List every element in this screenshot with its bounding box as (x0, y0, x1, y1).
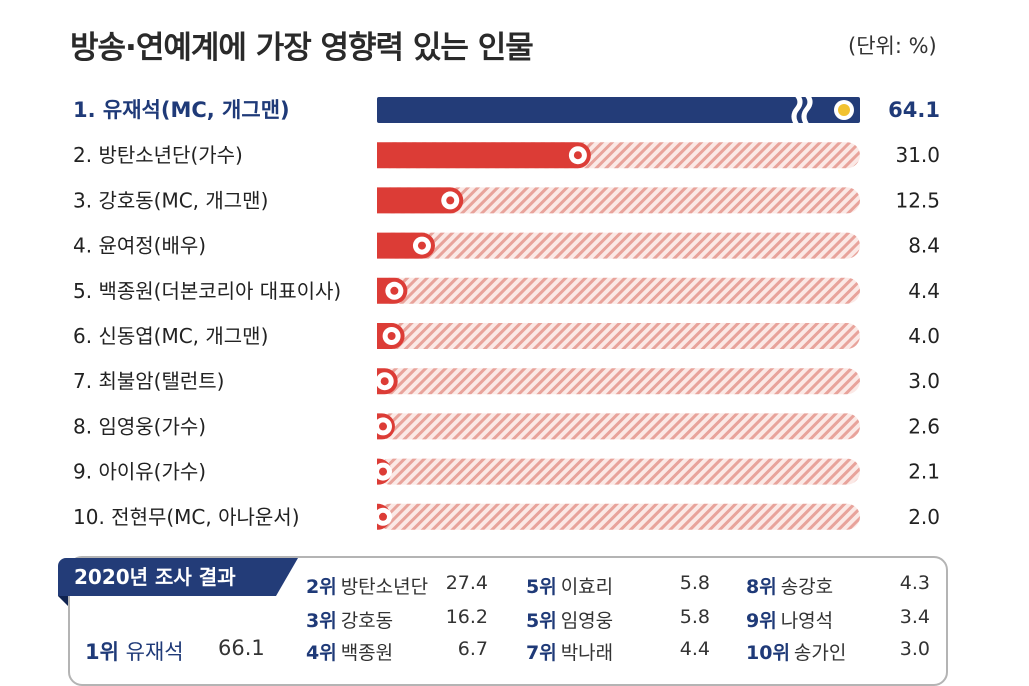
category-label: 6. 신동엽(MC, 개그맨) (73, 324, 268, 348)
survey-2020-value: 4.4 (679, 638, 710, 660)
survey-2020-rank: 5위 (526, 576, 557, 598)
survey-2020-value: 3.0 (899, 638, 930, 660)
survey-2020-name: 백종원 (340, 642, 394, 664)
survey-2020-title: 2020년 조사 결과 (58, 558, 276, 596)
title-tab-fold (58, 596, 68, 606)
value-label: 2.6 (908, 414, 940, 438)
value-label: 31.0 (895, 143, 940, 167)
category-label: 7. 최불암(탤런트) (73, 369, 224, 393)
bar-end-marker-dot (380, 377, 389, 386)
survey-2020-item-1: 1위 유재석 (85, 636, 184, 666)
chart-title: 방송·연예계에 가장 영향력 있는 인물 (70, 30, 534, 66)
survey-2020-item-3: 3위 강호동 (306, 606, 393, 633)
survey-2020-rank: 1위 (85, 640, 119, 664)
survey-2020-item-7: 7위 박나래 (526, 638, 613, 665)
bar-end-marker-dot (379, 467, 387, 476)
survey-2020-rank: 3위 (306, 610, 337, 632)
category-label: 3. 강호동(MC, 개그맨) (73, 188, 268, 212)
survey-2020-rank: 2위 (306, 576, 337, 598)
survey-2020-value: 27.4 (445, 572, 488, 594)
survey-2020-item-2: 2위 방탄소년단 (306, 572, 428, 599)
survey-2020-name: 송강호 (780, 576, 834, 598)
survey-2020-item-9: 9위 나영석 (746, 606, 833, 633)
survey-2020-name: 방탄소년단 (340, 576, 429, 598)
bar-end-marker-dot (838, 104, 850, 116)
bar-end-marker-dot (390, 286, 399, 295)
bar (377, 142, 591, 169)
value-label: 8.4 (908, 234, 940, 258)
survey-2020-item-10: 10위 송가인 (746, 638, 846, 665)
axis-break-mark (791, 93, 803, 127)
survey-2020-value: 3.4 (899, 606, 930, 628)
value-label: 64.1 (888, 98, 940, 122)
survey-2020-item-8: 8위 송강호 (746, 572, 833, 599)
category-label: 5. 백종원(더본코리아 대표이사) (73, 279, 341, 303)
survey-2020-name: 임영웅 (560, 610, 614, 632)
bar-track (377, 232, 860, 259)
value-label: 3.0 (908, 369, 940, 393)
bar-track (377, 323, 860, 349)
bar-track (377, 187, 860, 214)
value-label: 12.5 (895, 188, 940, 212)
category-label: 2. 방탄소년단(가수) (73, 143, 243, 167)
survey-2020-value: 5.8 (679, 572, 710, 594)
bar-track (377, 368, 860, 395)
value-label: 2.0 (908, 505, 940, 529)
bar-track (377, 277, 860, 304)
survey-2020-name: 나영석 (780, 610, 834, 632)
survey-2020-rank: 8위 (746, 576, 777, 598)
bar-track (377, 413, 860, 440)
survey-2020-name: 이효리 (560, 576, 614, 598)
bar-chart: 1. 유재석(MC, 개그맨) 64.1 2. 방탄소년단(가수) 31.0 3. 강호… (73, 93, 940, 530)
survey-2020-item-4: 4위 백종원 (306, 638, 393, 665)
survey-2020-rank: 5위 (526, 610, 557, 632)
bar-end-marker-dot (387, 332, 396, 340)
title-tab-tail (276, 558, 298, 596)
survey-2020-item-5: 5위 이효리 (526, 572, 613, 599)
category-label: 9. 아이유(가수) (73, 460, 206, 484)
bar-track (377, 458, 860, 485)
value-label: 2.1 (908, 460, 940, 484)
bar-end-marker-dot (446, 196, 455, 205)
survey-2020-rank: 10위 (746, 642, 790, 664)
category-label: 1. 유재석(MC, 개그맨) (73, 98, 290, 122)
bar-track (377, 503, 860, 530)
survey-2020-value: 4.3 (899, 572, 930, 594)
survey-2020-value: 5.8 (679, 606, 710, 628)
survey-2020-rank: 7위 (526, 642, 557, 664)
survey-2020-name: 강호동 (340, 610, 394, 632)
bar-end-marker-dot (417, 241, 426, 250)
survey-2020-rank: 9위 (746, 610, 777, 632)
bar-end-marker-dot (379, 512, 387, 521)
survey-2020-value: 6.7 (457, 638, 488, 660)
category-label: 10. 전현무(MC, 아나운서) (73, 505, 300, 529)
bar-end-marker-dot (573, 151, 582, 160)
survey-2020-name: 송가인 (793, 642, 847, 664)
bar (377, 97, 860, 123)
bar-end-marker-dot (379, 422, 387, 431)
unit-label: (단위: %) (848, 34, 937, 58)
value-label: 4.4 (908, 279, 940, 303)
survey-2020-rank: 4위 (306, 642, 337, 664)
axis-break-mark (801, 93, 813, 127)
survey-2020-item-6: 5위 임영웅 (526, 606, 613, 633)
survey-2020-value: 16.2 (445, 606, 488, 628)
survey-2020-name: 박나래 (560, 642, 614, 664)
survey-2020-name: 유재석 (125, 640, 184, 664)
survey-2020-value: 66.1 (218, 636, 265, 660)
category-label: 4. 윤여정(배우) (73, 234, 206, 258)
value-label: 4.0 (908, 324, 940, 348)
bar (377, 187, 464, 214)
category-label: 8. 임영웅(가수) (73, 414, 206, 438)
